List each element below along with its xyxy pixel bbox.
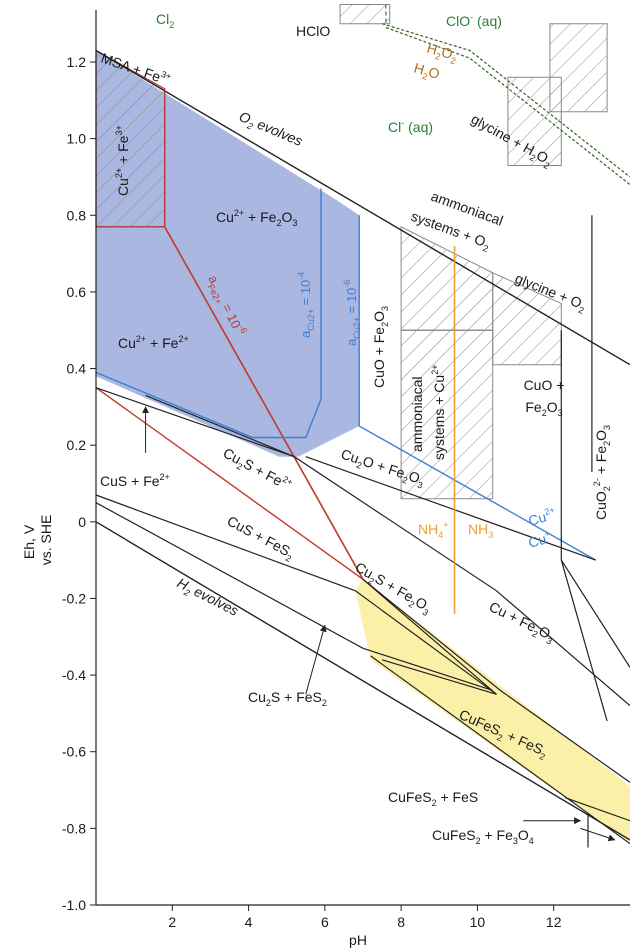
label-cus-fe2: CuS + Fe2+ (100, 472, 170, 489)
label-cuplus: Cu+ (526, 528, 553, 551)
label-cu-fe2o3-low: Cu + Fe2O3 (485, 598, 557, 646)
label-cuo-fe2o3-vertical: CuO + Fe2O3 (371, 306, 390, 388)
label-cu2plus: Cu2+ (526, 505, 558, 529)
axes: 2 4 6 8 10 12 1.2 1.0 0.8 0.6 0.4 0.2 0 -0.2 -0.4 -0.6… (21, 10, 630, 948)
y-tick-label: 1.2 (67, 54, 87, 70)
x-tick: 8 (397, 905, 405, 930)
label-cuo-fe2o3-2: Fe2O3 (525, 399, 562, 418)
x-ticks: 2 4 6 8 10 12 (168, 905, 562, 930)
y-tick: 0 (78, 514, 96, 530)
h2o2-dashed-1 (381, 23, 630, 178)
label-cu-fe2o3: Cu2+ + Fe2O3 (216, 208, 297, 228)
label-amm-cu-1: ammoniacal (409, 377, 425, 452)
y-tick: 0.8 (67, 207, 96, 223)
x-axis-title: pH (349, 932, 367, 948)
x-tick-label: 2 (168, 914, 176, 930)
upper-cu2o (305, 456, 596, 561)
red-afe-line (164, 226, 364, 580)
y-ticks: 1.2 1.0 0.8 0.6 0.4 0.2 0 -0.2 -0.4 -0.6 -0.8 -1.0 (62, 54, 96, 913)
label-cufes2-fe3o4: CuFeS2 + Fe3O4 (432, 827, 534, 846)
h2o2-dashed-2 (385, 26, 630, 186)
y-tick: -0.6 (62, 744, 96, 760)
yellow-upper (362, 578, 630, 783)
y-tick-label: 0.8 (67, 207, 87, 223)
y-tick-label: 0.6 (67, 284, 87, 300)
cus-upper (95, 387, 630, 707)
x-tick: 2 (168, 905, 176, 930)
y-axis-title: Eh, V vs. SHE (21, 515, 54, 566)
yellow-lower (370, 655, 630, 845)
y-tick-label: 1.0 (67, 131, 87, 147)
x-tick-label: 12 (546, 914, 562, 930)
h2-line (95, 521, 630, 841)
label-a-cu4: aCu2+ = 10-4 (296, 272, 316, 338)
label-cl-aq: Cl- (aq) (388, 118, 433, 135)
x-tick: 6 (321, 905, 329, 930)
blue-acu6 (358, 215, 597, 561)
label-a-cu6: aCu2+ = 10-6 (342, 280, 362, 346)
hclo-hatched-region (339, 4, 391, 25)
x-tick-label: 8 (397, 914, 405, 930)
label-cufes2-fes: CuFeS2 + FeS (388, 789, 478, 808)
y-tick: -1.0 (62, 897, 96, 913)
x-tick-label: 4 (245, 914, 253, 930)
label-cl2: Cl2 (156, 11, 174, 30)
cuo2-diag (560, 559, 608, 722)
cus-fes2-upper (95, 494, 497, 695)
cu2s-fes2-lower (95, 502, 493, 691)
label-cu-fe2: Cu2+ + Fe2+ (118, 334, 189, 351)
label-amm-cu-2: systems + Cu2+ (430, 365, 447, 460)
y-tick: -0.8 (62, 820, 96, 836)
y-tick: -0.4 (62, 667, 96, 683)
y-tick: 1.2 (67, 54, 96, 70)
x-tick: 4 (245, 905, 253, 930)
label-h2-evolves: H2 evolves (173, 574, 241, 621)
glycine-h2o2-hatched-region-2 (549, 23, 608, 113)
label-clo-aq: ClO- (aq) (446, 12, 502, 29)
x-tick-label: 6 (321, 914, 329, 930)
cu2s-upper (145, 394, 295, 458)
fes-split (564, 797, 630, 822)
chalcopyrite-region (355, 579, 630, 844)
y-tick-label: -0.4 (62, 667, 86, 683)
y-tick-label: -0.8 (62, 820, 86, 836)
y-tick-label: 0.2 (67, 437, 87, 453)
y-tick-label: -0.6 (62, 744, 86, 760)
boundary-lines (95, 4, 630, 848)
label-nh3: NH3 (468, 521, 493, 540)
stability-regions (95, 4, 630, 844)
y-tick: 1.0 (67, 131, 96, 147)
y-tick: 0.4 (67, 361, 96, 377)
y-tick-label: 0 (78, 514, 86, 530)
arrow-cufes2-fe3o4 (580, 827, 616, 842)
label-h2o: H2O (411, 60, 441, 85)
label-nh4: NH4+ (418, 520, 449, 540)
cuo-to-cu (560, 559, 630, 668)
y-tick-label: -0.2 (62, 590, 86, 606)
y-tick: -0.2 (62, 590, 96, 606)
y-tick-label: 0.4 (67, 361, 87, 377)
arrow-cu2s-fes2 (305, 624, 327, 695)
label-cu2s-fes2: Cu2S + FeS2 (248, 689, 327, 708)
y-tick: 0.2 (67, 437, 96, 453)
label-hclo: HClO (296, 23, 330, 39)
y-tick-label: -1.0 (62, 897, 86, 913)
cu2s-wedge (362, 578, 497, 695)
label-cuo-fe2o3-1: CuO + (524, 377, 565, 393)
o2-line (95, 49, 630, 366)
red-cus-line (95, 387, 364, 580)
x-tick-label: 10 (470, 914, 486, 930)
y-tick: 0.6 (67, 284, 96, 300)
label-cu-fe3: Cu2+ + Fe3+ (114, 125, 131, 196)
label-h2o2: H2O2 (424, 40, 459, 67)
blue-acu4 (95, 188, 322, 439)
x-tick: 10 (470, 905, 486, 930)
x-tick: 12 (546, 905, 562, 930)
label-cuo2-fe2o3: CuO22- + Fe2O3 (592, 425, 612, 520)
